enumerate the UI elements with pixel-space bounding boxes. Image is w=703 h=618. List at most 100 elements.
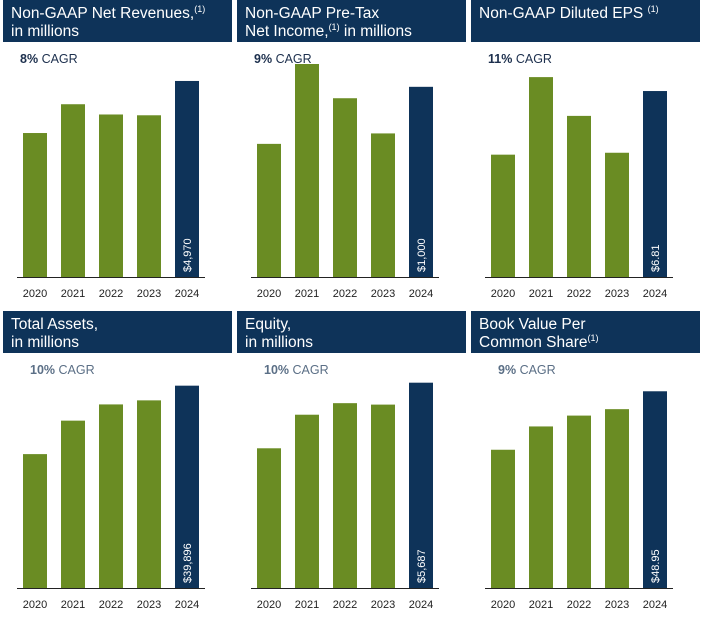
x-tick-label: 2021 [529, 599, 553, 611]
panel-title-line2: in millions [11, 334, 80, 351]
chart-panel: Non-GAAP Diluted EPS (1) 11% CAGR 2020 2021… [471, 0, 700, 300]
x-tick-label: 2022 [99, 599, 123, 611]
bar-2024 [409, 382, 433, 588]
x-tick-label: 2022 [567, 599, 591, 611]
cagr-text: CAGR [519, 363, 556, 377]
bar-value-label: $48.95 [650, 549, 662, 583]
panel-title: Equity, in millions [237, 311, 466, 353]
bar-2021 [61, 104, 85, 277]
x-tick-label: 2021 [295, 599, 319, 611]
x-tick-label: 2021 [295, 288, 319, 300]
x-tick-label: 2024 [643, 288, 667, 300]
panel-title-text: Non-GAAP Net Revenues, [11, 5, 195, 22]
bar-2024 [643, 391, 667, 588]
bar-2021 [295, 414, 319, 588]
cagr-text: CAGR [41, 52, 78, 66]
bar-value-label: $4,970 [182, 238, 194, 272]
bar-2021 [529, 77, 553, 277]
panel-title-line2: in millions [339, 23, 412, 40]
panel-title-text: Non-GAAP Pre-Tax [245, 5, 380, 22]
cagr-label: 9% CAGR [254, 52, 312, 66]
x-tick-label: 2024 [643, 599, 667, 611]
bar-chart: 2020 2021 2022 2023 2024 $48.95 [485, 391, 673, 611]
bar-value-label: $39,896 [182, 543, 194, 583]
chart-panel: Non-GAAP Net Revenues,(1) in millions 8% C… [3, 0, 232, 300]
footnote-marker: (1) [328, 22, 340, 32]
x-tick-label: 2023 [137, 288, 161, 300]
bar-2020 [491, 449, 515, 588]
panel-title: Non-GAAP Net Revenues,(1) in millions [3, 0, 232, 42]
bar-2024 [175, 385, 199, 588]
bar-2022 [99, 114, 123, 277]
cagr-label: 11% CAGR [488, 52, 552, 66]
x-tick-label: 2021 [529, 288, 553, 300]
x-tick-label: 2023 [371, 288, 395, 300]
panel-title-line2: in millions [245, 334, 314, 351]
cagr-percent: 10% [30, 363, 56, 377]
x-tick-label: 2022 [99, 288, 123, 300]
cagr-text: CAGR [58, 363, 95, 377]
x-tick-label: 2023 [605, 599, 629, 611]
x-tick-label: 2020 [257, 599, 281, 611]
bar-2023 [371, 404, 395, 588]
bar-value-label: $1,000 [416, 238, 428, 272]
panel-title-text: Total Assets, [11, 316, 99, 333]
bar-2023 [605, 152, 629, 277]
chart-panel: Book Value Per Common Share(1) 9% CAGR 2020… [471, 311, 700, 611]
bar-2024 [175, 80, 199, 277]
panel-title: Book Value Per Common Share(1) [471, 311, 700, 353]
bar-value-label: $5,687 [416, 549, 428, 583]
bar-2021 [529, 426, 553, 588]
cagr-label: 8% CAGR [20, 52, 78, 66]
panel-title-line2-prefix: Net Income, [245, 23, 329, 40]
x-tick-label: 2020 [23, 288, 47, 300]
chart-panel: Total Assets, in millions 10% CAGR 2020 2021… [3, 311, 232, 611]
chart-panel: Non-GAAP Pre-Tax Net Income,(1) in millio… [237, 0, 466, 300]
footnote-marker: (1) [587, 333, 599, 343]
panel-title-text: Equity, [245, 316, 292, 333]
cagr-percent: 11% [488, 52, 513, 66]
bar-chart: 2020 2021 2022 2023 2024 $1,000 [251, 64, 439, 300]
bar-2021 [295, 64, 319, 277]
x-tick-label: 2020 [23, 599, 47, 611]
cagr-label: 10% CAGR [264, 363, 329, 377]
bar-chart: 2020 2021 2022 2023 2024 $6.81 [485, 77, 673, 300]
bar-2024 [643, 91, 667, 278]
x-tick-label: 2024 [409, 288, 433, 300]
bar-chart: 2020 2021 2022 2023 2024 $5,687 [251, 382, 439, 611]
x-tick-label: 2022 [567, 288, 591, 300]
x-tick-label: 2020 [491, 288, 515, 300]
chart-panel: Equity, in millions 10% CAGR 2020 2021 2022 20… [237, 311, 466, 611]
cagr-text: CAGR [292, 363, 329, 377]
bar-chart: 2020 2021 2022 2023 2024 $39,896 [17, 385, 205, 611]
bar-2020 [23, 133, 47, 277]
bar-2022 [567, 415, 591, 588]
panel-title: Total Assets, in millions [3, 311, 232, 353]
bar-2023 [137, 400, 161, 588]
bar-2023 [371, 133, 395, 277]
bar-2020 [23, 454, 47, 588]
cagr-percent: 10% [264, 363, 290, 377]
cagr-label: 10% CAGR [30, 363, 95, 377]
bar-2022 [333, 403, 357, 588]
bar-chart: 2020 2021 2022 2023 2024 $4,970 [17, 80, 205, 300]
x-tick-label: 2021 [61, 599, 85, 611]
cagr-text: CAGR [515, 52, 552, 66]
x-tick-label: 2023 [371, 599, 395, 611]
cagr-text: CAGR [275, 52, 312, 66]
panel-title-line2-prefix: Common Share [479, 334, 588, 351]
panel-title-text: Book Value Per [479, 316, 586, 333]
bar-2020 [257, 448, 281, 588]
bar-value-label: $6.81 [650, 244, 662, 272]
panel-title-line2: in millions [11, 23, 80, 40]
cagr-percent: 9% [498, 363, 517, 377]
panel-title: Non-GAAP Diluted EPS (1) [471, 0, 700, 42]
bar-2022 [99, 404, 123, 588]
cagr-percent: 8% [20, 52, 39, 66]
bar-2020 [257, 143, 281, 277]
x-tick-label: 2023 [605, 288, 629, 300]
panel-title-text: Non-GAAP Diluted EPS [479, 5, 644, 22]
bar-2020 [491, 154, 515, 277]
bar-2023 [137, 115, 161, 278]
bar-2022 [567, 115, 591, 277]
